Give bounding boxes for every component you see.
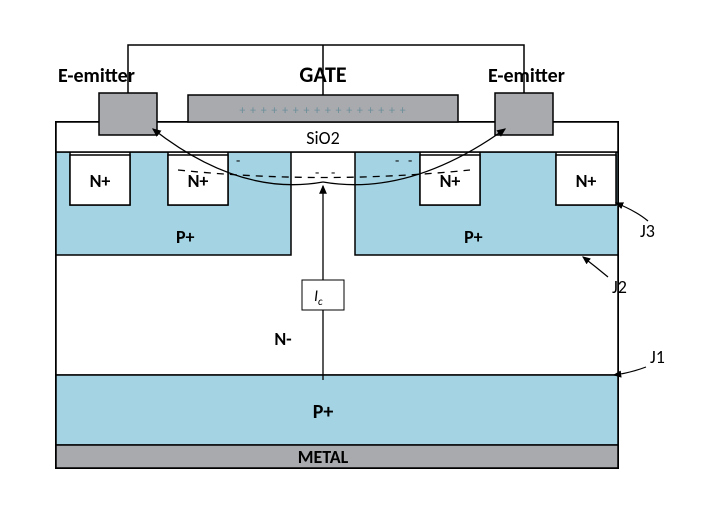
- p-plus-bottom-label: P+: [313, 400, 334, 424]
- gate-positive-charges: + + + + + + + + + + + + + + + +: [239, 104, 406, 118]
- metal-label: METAL: [298, 446, 349, 468]
- j3-label: J3: [640, 220, 655, 242]
- n-minus-label: N-: [274, 328, 291, 350]
- j1-label: J1: [650, 346, 665, 368]
- j3-pointer: [616, 203, 648, 221]
- negative-charge-3: -: [395, 152, 399, 169]
- emitter-left-contact: [99, 93, 157, 135]
- e-emitter-left-label: E-emitter: [58, 64, 135, 88]
- negative-charge-2: -: [331, 164, 335, 181]
- p-plus-left-label: P+: [176, 226, 195, 248]
- negative-charge-0: -: [236, 152, 240, 169]
- n-plus-label-3: N+: [440, 170, 461, 192]
- n-plus-label-4: N+: [576, 170, 597, 192]
- p-plus-bottom-layer: [56, 375, 618, 445]
- sio2-label: SiO2: [306, 127, 339, 149]
- negative-charge-4: -: [408, 152, 412, 169]
- negative-charge-1: -: [315, 164, 319, 181]
- gate-label: GATE: [299, 61, 346, 88]
- ic-label-box: [302, 280, 344, 310]
- p-plus-right-label: P+: [464, 226, 483, 248]
- e-emitter-right-label: E-emitter: [488, 64, 565, 88]
- n-plus-label-1: N+: [90, 170, 111, 192]
- j2-label: J2: [612, 276, 627, 298]
- n-plus-label-2: N+: [188, 170, 209, 192]
- emitter-right-contact: [495, 93, 553, 135]
